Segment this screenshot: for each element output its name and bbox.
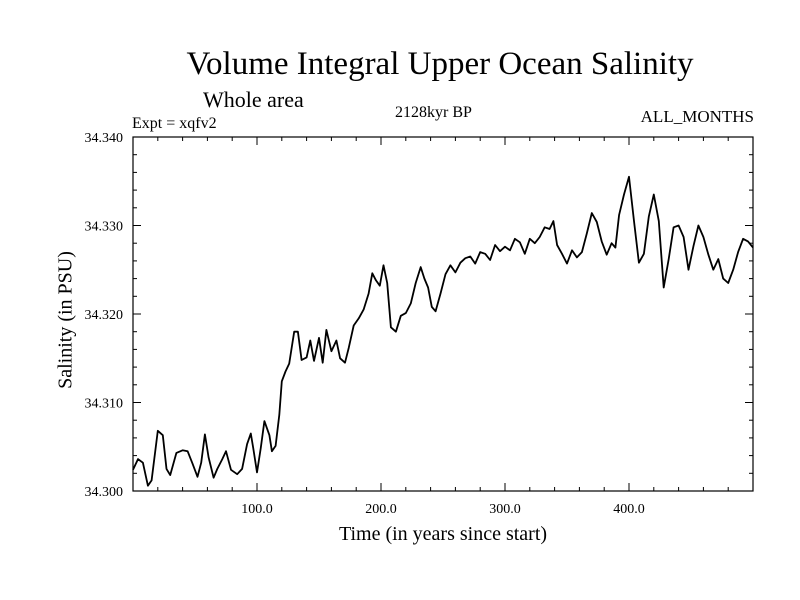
chart-subtitle: Whole area bbox=[203, 87, 304, 112]
x-tick-label: 200.0 bbox=[365, 502, 397, 517]
y-tick-label: 34.330 bbox=[85, 220, 124, 235]
chart-title: Volume Integral Upper Ocean Salinity bbox=[186, 46, 694, 82]
x-tick-label: 400.0 bbox=[613, 502, 645, 517]
plot-frame bbox=[132, 136, 754, 492]
y-tick-label: 34.310 bbox=[85, 397, 124, 412]
x-axis-label: Time (in years since start) bbox=[338, 523, 548, 545]
y-tick-label: 34.320 bbox=[85, 308, 124, 323]
y-tick-label: 34.300 bbox=[85, 485, 124, 500]
y-tick-label: 34.340 bbox=[85, 131, 124, 146]
experiment-label: Expt = xqfv2 bbox=[132, 115, 217, 132]
x-tick-label: 300.0 bbox=[489, 502, 521, 517]
tick-labels: 100.0 200.0 300.0 400.0 34.300 34.310 34.320 34… bbox=[85, 131, 645, 517]
months-label: ALL_MONTHS bbox=[640, 107, 754, 126]
x-tick-label: 100.0 bbox=[241, 502, 273, 517]
tick-marks bbox=[133, 137, 753, 491]
salinity-line bbox=[132, 175, 754, 487]
period-label: 2128kyr BP bbox=[395, 104, 472, 121]
